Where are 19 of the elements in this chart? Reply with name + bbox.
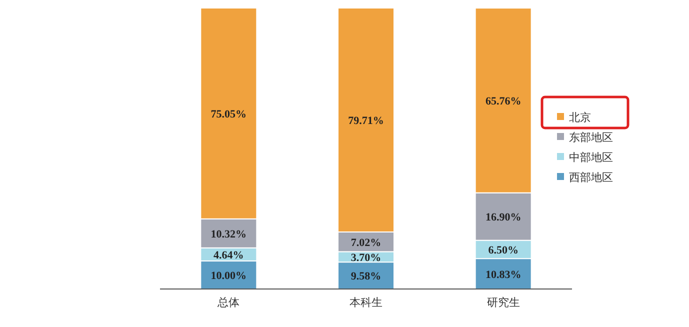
data-label: 75.05% bbox=[210, 108, 247, 120]
legend-label: 东部地区 bbox=[569, 131, 613, 144]
legend-label: 西部地区 bbox=[569, 171, 613, 184]
data-label: 4.64% bbox=[214, 249, 244, 262]
legend-label: 北京 bbox=[569, 111, 591, 124]
data-label: 7.02% bbox=[350, 236, 382, 249]
data-label: 16.90% bbox=[485, 212, 522, 224]
x-tick-label: 研究生 bbox=[486, 296, 520, 309]
data-label: 10.83% bbox=[485, 268, 522, 281]
data-label: 79.71% bbox=[348, 114, 384, 127]
data-label: 3.70% bbox=[350, 252, 382, 264]
x-tick-label: 本科生 bbox=[350, 296, 382, 309]
data-label: 10.00% bbox=[210, 270, 247, 282]
data-label: 9.58% bbox=[350, 270, 382, 283]
data-label: 10.32% bbox=[210, 228, 247, 240]
x-tick-label: 总体 bbox=[216, 296, 240, 309]
legend-label: 中部地区 bbox=[569, 151, 613, 164]
data-label: 65.76% bbox=[485, 95, 522, 108]
data-label: 6.50% bbox=[488, 244, 518, 256]
